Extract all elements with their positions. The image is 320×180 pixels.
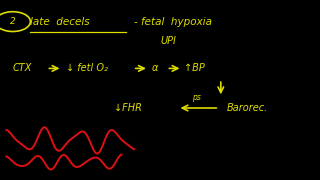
Text: ↓FHR: ↓FHR [114,103,141,113]
Text: Barorec.: Barorec. [227,103,268,113]
Text: late  decels: late decels [30,17,90,27]
Text: α: α [152,63,158,73]
Text: ↑BP: ↑BP [184,63,205,73]
Text: ↓ fetl O₂: ↓ fetl O₂ [66,63,108,73]
Text: CTX: CTX [13,63,32,73]
Text: ps: ps [192,93,201,102]
Text: 2: 2 [10,17,16,26]
Text: - fetal  hypoxia: - fetal hypoxia [134,17,212,27]
Text: UPI: UPI [160,36,176,46]
